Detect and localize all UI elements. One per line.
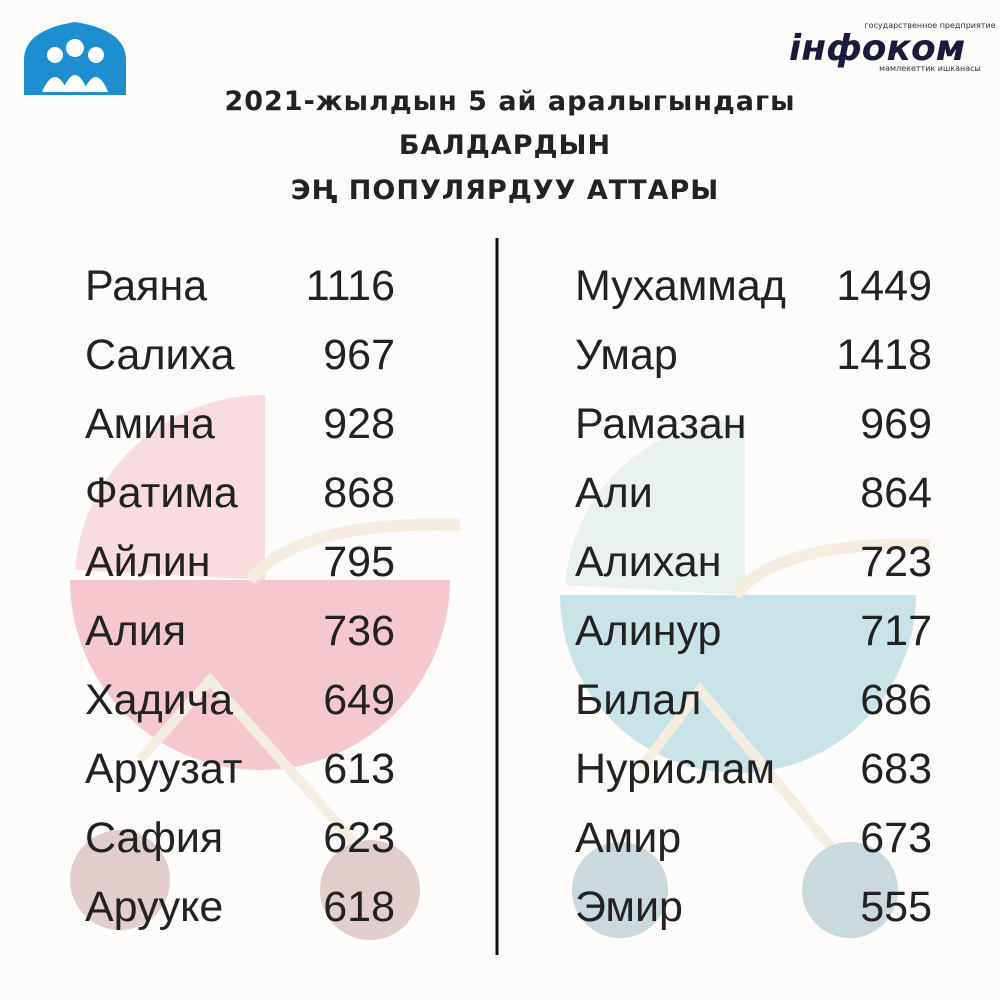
name-count: 1116 (306, 262, 395, 310)
child-name: Айлин (85, 538, 211, 586)
child-name: Фатима (85, 469, 238, 517)
child-name: Рамазан (575, 400, 747, 448)
name-count: 967 (323, 331, 395, 379)
name-count: 717 (860, 607, 932, 655)
child-name: Али (575, 469, 653, 517)
child-name: Билал (575, 676, 701, 724)
logo-name: інфоком (789, 28, 965, 69)
child-name: Хадича (85, 676, 233, 724)
child-name: Салиха (85, 331, 235, 379)
name-count: 1449 (836, 262, 932, 310)
logo-bottom-text: мамлекеттик ишканасы (879, 64, 981, 73)
child-name: Арууке (85, 883, 223, 931)
title-line: ЭҢ ПОПУЛЯРДУУ АТТАРЫ (291, 175, 719, 206)
name-count: 868 (323, 469, 395, 517)
child-name: Алия (85, 607, 186, 655)
child-name: Алихан (575, 538, 721, 586)
child-name: Эмир (575, 883, 683, 931)
org-logo (24, 22, 126, 95)
title-line: 2021-жылдын 5 ай аралыгындагы (224, 86, 795, 117)
name-count: 683 (860, 745, 932, 793)
name-count: 723 (860, 538, 932, 586)
child-name: Амир (575, 814, 681, 862)
child-name: Нурислам (575, 745, 775, 793)
name-count: 555 (860, 883, 932, 931)
name-count: 795 (323, 538, 395, 586)
name-count: 686 (860, 676, 932, 724)
name-count: 623 (323, 814, 395, 862)
blue-stroller (560, 419, 931, 938)
name-count: 928 (323, 400, 395, 448)
name-count: 864 (860, 469, 932, 517)
name-count: 1418 (836, 331, 932, 379)
name-lists: Раяна 1116 Салиха 967 Амина 928 Фатима 868 Айлин… (85, 262, 932, 931)
name-count: 649 (323, 676, 395, 724)
child-name: Раяна (85, 262, 207, 310)
child-name: Сафия (85, 814, 223, 862)
name-count: 673 (860, 814, 932, 862)
child-name: Умар (575, 331, 678, 379)
logo-top-text: государственное предприятие (864, 21, 995, 30)
name-count: 969 (860, 400, 932, 448)
child-name: Мухаммад (575, 262, 786, 310)
child-name: Аруузат (85, 745, 243, 793)
name-count: 618 (323, 883, 395, 931)
pink-stroller (70, 394, 461, 940)
name-count: 613 (323, 745, 395, 793)
name-count: 736 (323, 607, 395, 655)
child-name: Амина (85, 400, 215, 448)
title-line: БАЛДАРДЫН (399, 130, 611, 161)
child-name: Алинур (575, 607, 721, 655)
